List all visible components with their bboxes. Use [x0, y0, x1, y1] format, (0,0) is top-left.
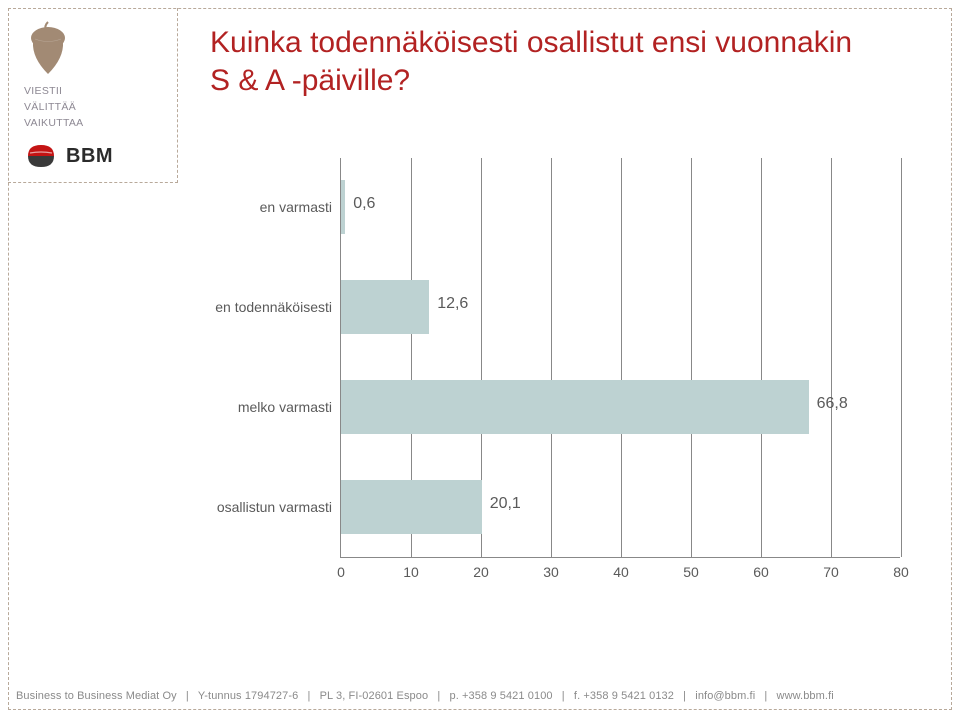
page-title: Kuinka todennäköisesti osallistut ensi v…	[210, 24, 870, 99]
chart-gridline	[831, 158, 832, 557]
chart-category-label: en varmasti	[210, 199, 332, 215]
footer-sep: |	[764, 690, 767, 702]
brand-row: BBM	[24, 139, 167, 173]
chart-category-label: en todennäköisesti	[210, 299, 332, 315]
chart-xtick-label: 70	[823, 564, 839, 580]
chart-xtick-label: 0	[337, 564, 345, 580]
footer-sep: |	[562, 690, 565, 702]
chart-gridline	[761, 158, 762, 557]
chart-category-label: melko varmasti	[210, 399, 332, 415]
chart-xtick-label: 60	[753, 564, 769, 580]
tagline-line: VAIKUTTAA	[24, 116, 167, 132]
footer: Business to Business Mediat Oy | Y-tunnu…	[16, 690, 834, 702]
chart-bar-value: 0,6	[353, 195, 375, 213]
chart-bar-value: 12,6	[437, 295, 468, 313]
footer-fax: f. +358 9 5421 0132	[574, 690, 674, 702]
footer-phone: p. +358 9 5421 0100	[450, 690, 553, 702]
chart-xtick-label: 10	[403, 564, 419, 580]
sidebar-logo-block: VIESTII VÄLITTÄÄ VAIKUTTAA BBM	[8, 8, 178, 183]
chart-bar	[341, 280, 429, 334]
chart-xtick-label: 80	[893, 564, 909, 580]
brand-text: BBM	[66, 145, 113, 168]
tagline-line: VÄLITTÄÄ	[24, 100, 167, 116]
tagline-line: VIESTII	[24, 84, 167, 100]
chart-category-label: osallistun varmasti	[210, 499, 332, 515]
footer-ytunnus: Y-tunnus 1794727-6	[198, 690, 298, 702]
footer-sep: |	[186, 690, 189, 702]
chart-bar-value: 20,1	[490, 495, 521, 513]
chart-xtick-label: 50	[683, 564, 699, 580]
chart-xtick-label: 30	[543, 564, 559, 580]
chart-gridline	[551, 158, 552, 557]
chart-bar	[341, 380, 809, 434]
chart-gridline	[901, 158, 902, 557]
chart-xtick-label: 20	[473, 564, 489, 580]
chart-bar	[341, 480, 482, 534]
chart-plot-area: 010203040506070800,612,666,820,1	[340, 158, 900, 558]
bar-chart: 010203040506070800,612,666,820,1 en varm…	[210, 158, 900, 588]
acorn-icon	[24, 20, 72, 78]
chart-gridline	[691, 158, 692, 557]
footer-address: PL 3, FI-02601 Espoo	[320, 690, 429, 702]
footer-sep: |	[307, 690, 310, 702]
chart-gridline	[621, 158, 622, 557]
footer-sep: |	[683, 690, 686, 702]
chart-xtick-label: 40	[613, 564, 629, 580]
footer-company: Business to Business Mediat Oy	[16, 690, 177, 702]
tagline: VIESTII VÄLITTÄÄ VAIKUTTAA	[24, 84, 167, 131]
footer-sep: |	[437, 690, 440, 702]
chart-bar	[341, 180, 345, 234]
bbm-logo-icon	[24, 139, 58, 173]
chart-bar-value: 66,8	[817, 395, 848, 413]
footer-web: www.bbm.fi	[777, 690, 834, 702]
footer-email: info@bbm.fi	[695, 690, 755, 702]
